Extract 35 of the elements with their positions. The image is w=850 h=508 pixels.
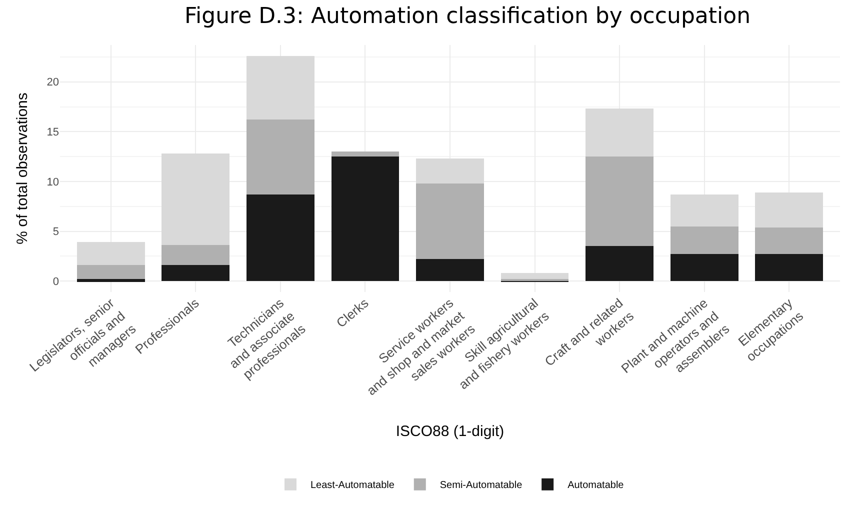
bar [500, 273, 569, 280]
bar [162, 265, 230, 282]
bar [331, 152, 400, 157]
bar [416, 259, 484, 282]
bar [246, 56, 314, 120]
legend-label: Semi-Automatable [440, 480, 523, 492]
bar [76, 242, 145, 266]
y-axis-title: % of total observations [14, 92, 31, 244]
y-tick-label: 10 [46, 176, 59, 188]
bar [586, 156, 654, 246]
legend-label: Least-Automatable [310, 480, 395, 492]
bar [76, 279, 145, 282]
legend-label: Automatable [568, 480, 624, 492]
y-tick-label: 5 [52, 226, 59, 238]
bar [162, 154, 230, 246]
chart-title: Figure D.3: Automation classification by occupation [184, 4, 751, 30]
x-axis-title: ISCO88 (1-digit) [396, 423, 504, 440]
bar [755, 254, 824, 282]
bar [416, 183, 484, 260]
bar [670, 226, 738, 254]
bar [246, 120, 314, 194]
bar [586, 246, 654, 282]
bar [416, 158, 484, 184]
y-tick-label: 15 [46, 126, 59, 138]
bar [162, 245, 230, 266]
bar [246, 194, 314, 282]
bar [331, 156, 400, 282]
bar [755, 227, 824, 254]
bar [670, 254, 738, 282]
bar [670, 194, 738, 226]
y-tick-label: 20 [46, 76, 59, 89]
bar [755, 192, 824, 228]
bar [586, 108, 654, 157]
y-tick-label: 0 [52, 276, 59, 288]
bar [76, 265, 145, 280]
